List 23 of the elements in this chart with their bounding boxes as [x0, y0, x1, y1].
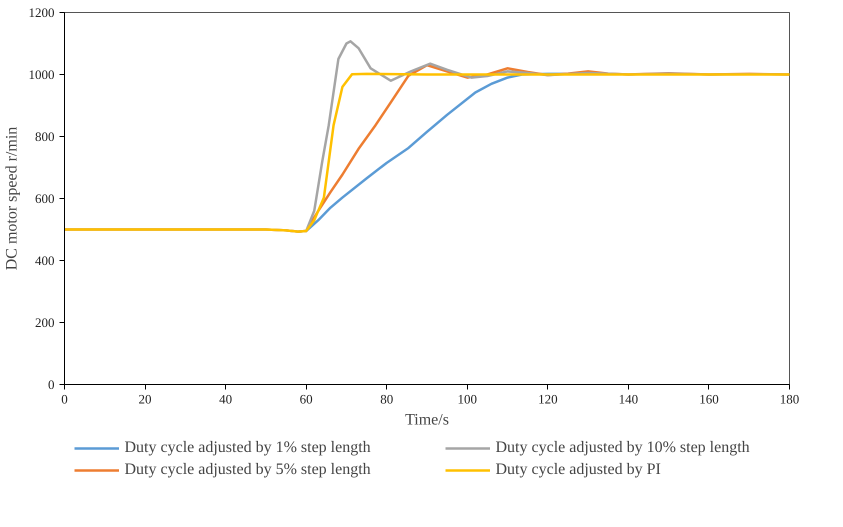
legend-label: Duty cycle adjusted by 5% step length — [124, 460, 372, 480]
x-tick-label: 140 — [618, 392, 638, 406]
legend-label: Duty cycle adjusted by 1% step length — [124, 438, 372, 458]
x-tick-label: 160 — [699, 392, 719, 406]
x-tick-label: 100 — [458, 392, 478, 406]
legend-label: Duty cycle adjusted by PI — [496, 460, 662, 480]
y-tick-label: 800 — [35, 129, 54, 144]
x-tick-label: 180 — [780, 392, 800, 406]
x-tick-label: 20 — [138, 392, 152, 406]
legend-label: Duty cycle adjusted by 10% step length — [496, 438, 751, 458]
x-tick-label: 60 — [300, 392, 313, 406]
y-tick-label: 0 — [48, 377, 54, 392]
y-tick-label: 400 — [35, 253, 54, 268]
y-tick-label: 1200 — [28, 5, 54, 20]
x-tick-label: 40 — [219, 392, 232, 406]
x-tick-label: 120 — [538, 392, 558, 406]
x-axis-title: Time/s — [405, 412, 449, 428]
y-axis-title: DC motor speed r/min — [4, 126, 20, 270]
y-tick-label: 200 — [35, 315, 54, 330]
y-tick-label: 600 — [35, 191, 54, 206]
y-tick-label: 1000 — [28, 67, 54, 82]
x-tick-label: 80 — [380, 392, 394, 406]
x-tick-label: 0 — [61, 392, 68, 406]
